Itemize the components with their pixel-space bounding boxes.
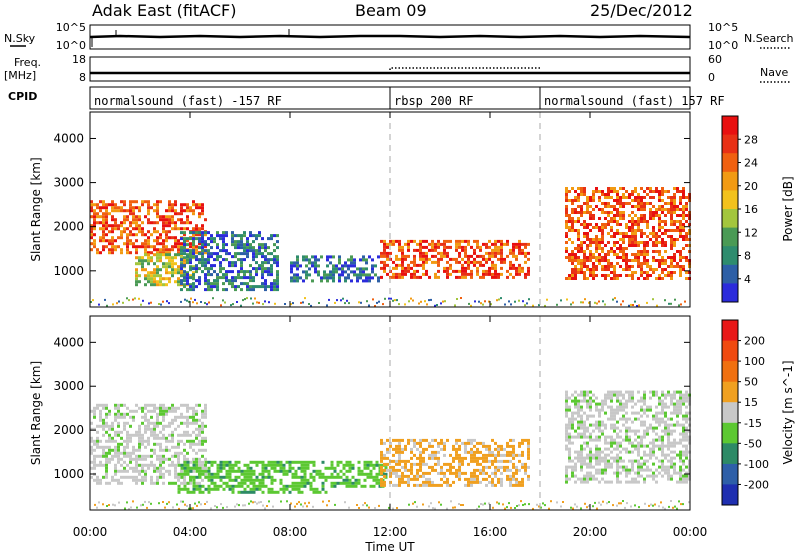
x-tick-label: 08:00 (273, 525, 308, 539)
power-echo-region (380, 239, 530, 279)
colorbar-swatch (722, 484, 738, 506)
colorbar-tick-label: -15 (744, 417, 762, 430)
y-tick-label: 2000 (53, 220, 84, 234)
nave-label: Nave (760, 66, 788, 79)
freq-label: Freq. (14, 56, 41, 69)
colorbar-tick-label: -100 (744, 458, 769, 471)
nsky-tick-left-top: 10^5 (56, 21, 86, 34)
x-tick-label: 12:00 (373, 525, 408, 539)
colorbar-swatch (722, 381, 738, 403)
power-echo-region (290, 255, 380, 283)
velocity-echo-region (565, 390, 691, 484)
colorbar-swatch (722, 443, 738, 465)
colorbar-swatch (722, 264, 738, 284)
nsearch-label: N.Search (744, 32, 794, 45)
cpid-segment-label: normalsound (fast) -157 RF (94, 94, 282, 108)
freq-tick-top: 18 (72, 53, 86, 66)
y-tick-label: 3000 (53, 176, 84, 190)
colorbar-swatch (722, 340, 738, 362)
power-colorbar: 28 24 20 16 12 8 4 Power [dB] (721, 115, 795, 303)
colorbar-swatch (722, 116, 738, 136)
y-tick-label: 4000 (53, 335, 84, 349)
nsky-tick-left-bottom: 10^0 (56, 39, 86, 52)
y-tick-label: 3000 (53, 379, 84, 393)
colorbar-swatch (722, 402, 738, 424)
colorbar-swatch (722, 463, 738, 485)
x-tick-label: 04:00 (173, 525, 208, 539)
y-tick-label: 1000 (53, 467, 84, 481)
colorbar-tick-label: 28 (744, 133, 758, 146)
velocity-colorbar: 200 100 50 15 -15 -50 -100 -200 Velocity [m s^-1… (721, 319, 795, 506)
colorbar-tick-label: 200 (744, 335, 765, 348)
nsky-tick-right-bottom: 10^0 (708, 39, 738, 52)
colorbar-swatch (722, 361, 738, 383)
cpid-segment-label: normalsound (fast) 157 RF (544, 94, 725, 108)
colorbar-swatch (722, 227, 738, 247)
nave-series (389, 67, 541, 70)
nsky-series (89, 34, 691, 39)
colorbar-label: Power [dB] (781, 176, 795, 241)
colorbar-swatch (722, 422, 738, 444)
cpid-label: CPID (8, 90, 37, 103)
x-tick-label: 20:00 (573, 525, 608, 539)
beam-title: Beam 09 (355, 1, 427, 20)
colorbar-swatch (722, 320, 738, 342)
colorbar-tick-label: 20 (744, 180, 758, 193)
colorbar-tick-label: -200 (744, 478, 769, 491)
colorbar-tick-label: 12 (744, 226, 758, 239)
colorbar-tick-label: 4 (744, 273, 751, 286)
colorbar-frame (721, 319, 739, 506)
colorbar-tick-label: 16 (744, 203, 758, 216)
colorbar-tick-label: 15 (744, 396, 758, 409)
cpid-segments: normalsound (fast) -157 RF rbsp 200 RF nor… (94, 87, 725, 109)
freq-unit-label: [MHz] (4, 69, 36, 82)
station-title: Adak East (fitACF) (92, 1, 236, 20)
freq-tick-bottom: 8 (79, 71, 86, 84)
colorbar-tick-label: 8 (744, 250, 751, 263)
colorbar-tick-label: 100 (744, 355, 765, 368)
y-tick-label: 4000 (53, 131, 84, 145)
colorbar-swatch (722, 190, 738, 210)
colorbar-swatch (722, 283, 738, 303)
velocity-echo-region (327, 460, 388, 488)
freq-panel (89, 56, 691, 82)
x-tick-label: 00:00 (73, 525, 108, 539)
y-tick-label: 2000 (53, 423, 84, 437)
power-echo-region (565, 187, 691, 280)
colorbar-label: Velocity [m s^-1] (781, 360, 795, 464)
nave-tick-bottom: 0 (708, 71, 715, 84)
velocity-echo-region (177, 460, 328, 494)
colorbar-tick-label: -50 (744, 437, 762, 450)
velocity-echo-region (380, 438, 530, 487)
x-axis-label: Time UT (364, 540, 415, 554)
power-echo-region (180, 231, 279, 292)
velocity-near-range-scatter (94, 500, 690, 510)
x-tick-label: 00:00 (673, 525, 708, 539)
nave-tick-top: 60 (708, 53, 722, 66)
cpid-segment-label: rbsp 200 RF (394, 94, 473, 108)
colorbar-tick-label: 24 (744, 157, 758, 170)
date-title: 25/Dec/2012 (590, 1, 693, 20)
colorbar-swatch (722, 153, 738, 173)
x-tick-label: 16:00 (473, 525, 508, 539)
power-echo-region (90, 200, 207, 255)
colorbar-swatch (722, 134, 738, 154)
colorbar-swatch (722, 246, 738, 266)
colorbar-tick-label: 50 (744, 376, 758, 389)
colorbar-swatch (722, 209, 738, 229)
time-axis: 00:00 04:00 08:00 12:00 16:00 20:00 00:00 (73, 525, 708, 539)
y-axis-label: Slant Range [km] (29, 157, 43, 261)
power-near-range-scatter (90, 297, 686, 307)
y-tick-label: 1000 (53, 264, 84, 278)
nsky-tick-right-top: 10^5 (708, 21, 738, 34)
nsky-label: N.Sky (4, 32, 36, 45)
y-axis-label: Slant Range [km] (29, 361, 43, 465)
power-panel: 1000 2000 3000 4000 Slant Range [km] (29, 111, 691, 308)
colorbar-swatch (722, 171, 738, 191)
velocity-panel: 1000 2000 3000 4000 Slant Range [km] (29, 315, 691, 511)
